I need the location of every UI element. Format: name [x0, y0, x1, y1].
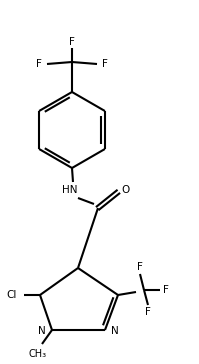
Text: Cl: Cl [7, 290, 17, 300]
Text: F: F [69, 37, 75, 47]
Text: N: N [111, 326, 119, 336]
Text: HN: HN [62, 185, 78, 195]
Text: F: F [137, 262, 143, 272]
Text: O: O [122, 185, 130, 195]
Text: F: F [102, 59, 108, 69]
Text: CH₃: CH₃ [29, 349, 47, 359]
Text: N: N [38, 326, 46, 336]
Text: F: F [36, 59, 42, 69]
Text: F: F [145, 307, 151, 317]
Text: F: F [163, 285, 169, 295]
